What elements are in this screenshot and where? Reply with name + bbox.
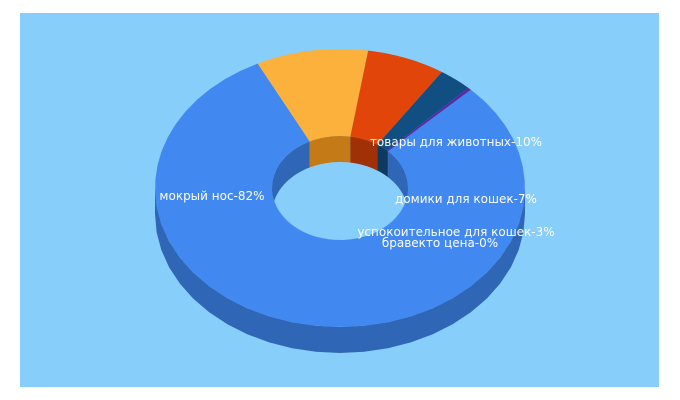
slice-inner-wall-бравекто-цена [387,150,389,178]
slice-inner-wall-мокрый-нос [272,141,310,214]
slice-label-бравекто-цена: бравекто цена-0% [382,236,498,250]
slice-inner-wall-успокоительное-для-кошек [377,144,388,177]
slice-side-мокрый-нос [155,188,525,353]
slice-inner-wall-домики-для-кошек [350,136,378,171]
slice-label-товары-для-животных: товары для животных-10% [370,135,542,149]
donut-tops [155,49,525,327]
slice-успокоительное-для-кошек [377,71,469,151]
slice-товары-для-животных [257,49,369,142]
slice-labels: мокрый нос-82% товары для животных-10% дом… [159,135,554,250]
donut-sides [155,136,525,353]
slice-бравекто-цена [387,87,471,152]
slice-мокрый-нос [155,63,525,327]
slice-label-домики-для-кошек: домики для кошек-7% [395,192,537,206]
slice-домики-для-кошек [350,50,442,145]
slice-inner-wall-товары-для-животных [309,136,351,168]
slice-inner-wall-мокрый-нос [388,151,408,214]
slice-label-успокоительное-для-кошек: успокоительное для кошек-3% [357,225,554,239]
slice-label-мокрый-нос: мокрый нос-82% [159,189,264,203]
